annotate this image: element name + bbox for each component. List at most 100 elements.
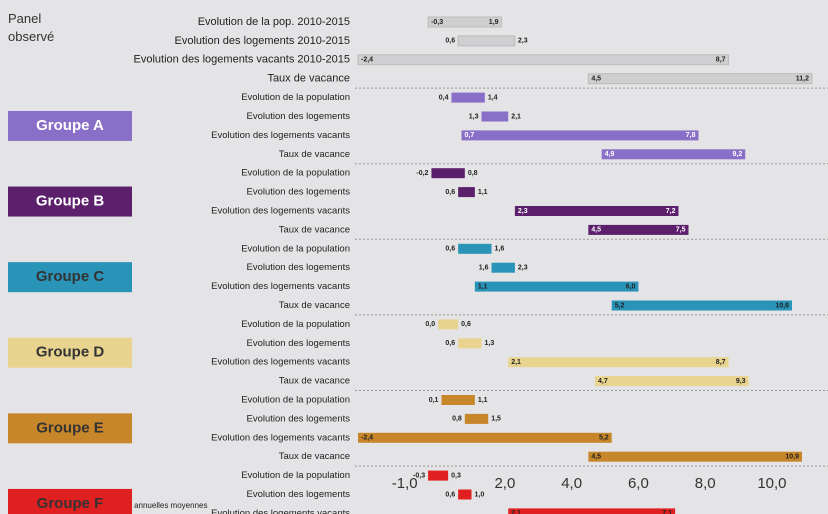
category-label: Evolution de la population — [241, 395, 350, 406]
value-label: 2,3 — [518, 208, 528, 215]
bar — [428, 470, 449, 481]
category-label: Evolution des logements — [246, 187, 350, 198]
value-label: 0,4 — [439, 94, 449, 101]
x-tick-label: 8,0 — [695, 475, 716, 492]
x-tick-label: -1,0 — [392, 475, 418, 492]
value-label: -0,3 — [431, 19, 443, 26]
value-label: 7,5 — [676, 227, 686, 234]
value-label: 4,9 — [605, 151, 615, 158]
bar — [441, 395, 475, 405]
value-label: 1,0 — [475, 491, 485, 498]
value-label: 0,3 — [451, 472, 461, 479]
value-label: 5,2 — [599, 435, 609, 442]
bar — [357, 54, 730, 66]
bar — [458, 489, 472, 500]
group-box — [8, 413, 132, 444]
bar — [458, 338, 482, 349]
value-label: 0,6 — [445, 189, 455, 196]
category-label: Taux de vacance — [279, 451, 350, 462]
group-label: Groupe E — [36, 419, 104, 436]
group-label: Groupe C — [36, 268, 105, 285]
value-label: 1,1 — [478, 283, 488, 290]
category-label: Taux de vacance — [279, 224, 350, 235]
bar — [458, 187, 475, 198]
value-label: 0,0 — [425, 321, 435, 328]
category-label: Evolution de la population — [241, 168, 350, 179]
value-label: 4,5 — [591, 454, 601, 461]
category-label: Evolution des logements 2010-2015 — [174, 35, 350, 47]
value-label: -2,4 — [361, 435, 373, 442]
bar — [514, 206, 679, 216]
bar — [491, 262, 515, 273]
bar — [461, 130, 699, 141]
group-box — [8, 262, 132, 293]
value-label: 1,3 — [485, 340, 495, 347]
value-label: 10,9 — [785, 454, 799, 461]
value-label: 0,8 — [468, 170, 478, 177]
value-label: 1,1 — [478, 189, 488, 196]
value-label: 8,7 — [716, 359, 726, 366]
value-label: 1,5 — [491, 416, 501, 423]
value-label: 4,5 — [591, 76, 601, 83]
category-label: Evolution des logements vacants — [211, 206, 350, 217]
value-label: 0,7 — [464, 132, 474, 139]
value-label: 0,1 — [429, 397, 439, 404]
group-box — [8, 186, 132, 217]
bar — [464, 413, 489, 424]
value-label: 11,2 — [796, 76, 809, 83]
value-label: 1,4 — [488, 94, 498, 101]
group-box — [8, 488, 132, 514]
bar — [481, 111, 509, 122]
bar — [595, 376, 749, 387]
group-label: Groupe B — [36, 193, 105, 210]
category-label: Evolution des logements — [246, 338, 350, 349]
category-label: Evolution des logements vacants — [211, 130, 350, 141]
group-box — [8, 337, 132, 368]
category-label: Evolution des logements vacants — [211, 432, 350, 443]
value-label: 7,2 — [666, 208, 676, 215]
group-box — [8, 110, 132, 141]
category-label: Evolution de la population — [241, 92, 350, 103]
bar — [457, 35, 516, 47]
value-label: 0,6 — [445, 491, 455, 498]
bar — [588, 224, 689, 235]
category-label: Evolution des logements — [246, 489, 350, 500]
category-label: Taux de vacance — [279, 300, 350, 311]
bar — [508, 508, 676, 514]
value-label: 7,1 — [662, 510, 672, 514]
bar — [358, 432, 612, 443]
value-label: 2,3 — [518, 265, 528, 272]
bar — [611, 300, 792, 311]
group-label: Groupe D — [36, 344, 105, 361]
x-tick-label: 4,0 — [561, 475, 582, 492]
value-label: 10,6 — [775, 302, 789, 309]
value-label: 0,6 — [445, 340, 455, 347]
value-label: 1,1 — [478, 397, 488, 404]
group-label: Groupe A — [36, 117, 104, 134]
value-label: -2,4 — [361, 57, 373, 64]
category-label: Evolution des logements — [246, 111, 350, 122]
value-label: -0,3 — [413, 472, 425, 479]
category-label: Evolution des logements vacants 2010-201… — [134, 54, 350, 66]
category-label: Evolution des logements — [246, 413, 350, 424]
category-label: Evolution des logements — [246, 262, 350, 273]
category-label: Taux de vacance — [279, 376, 350, 387]
category-label: Evolution de la population — [241, 243, 350, 254]
bar — [431, 168, 465, 179]
category-label: Evolution des logements vacants — [211, 357, 350, 368]
value-label: 5,2 — [615, 302, 625, 309]
bar — [508, 357, 729, 368]
bar — [587, 73, 813, 85]
value-label: -0,2 — [416, 170, 428, 177]
x-tick-label: 2,0 — [494, 475, 515, 492]
value-label: 0,6 — [445, 246, 455, 253]
x-tick-label: 6,0 — [628, 475, 649, 492]
bar — [458, 243, 492, 254]
category-label: Evolution des logements vacants — [211, 508, 350, 514]
category-label: Evolution des logements vacants — [211, 281, 350, 292]
bar — [438, 319, 459, 330]
value-label: 9,2 — [733, 151, 743, 158]
category-label: Taux de vacance — [279, 149, 350, 160]
